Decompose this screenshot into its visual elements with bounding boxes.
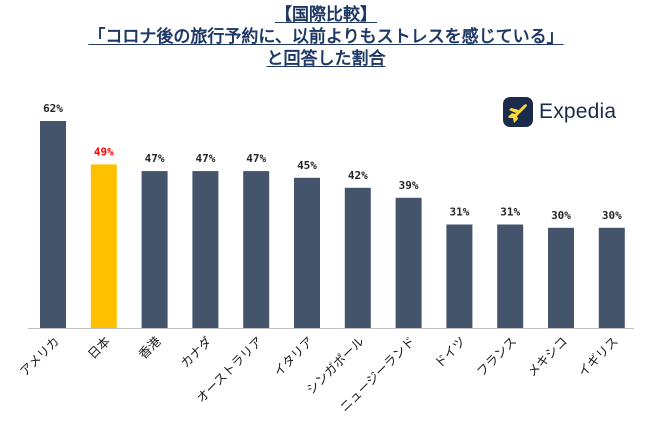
chart-title: 【国際比較】 「コロナ後の旅行予約に、以前よりもストレスを感じている」 と回答し… [0, 4, 652, 70]
x-tick-label-3: カナダ [177, 334, 214, 371]
data-label-11: 30% [602, 209, 622, 222]
title-line-1: 【国際比較】 [275, 5, 377, 25]
logo-wordmark: Expedia [539, 100, 617, 123]
title-line-2: 「コロナ後の旅行予約に、以前よりもストレスを感じている」 [88, 27, 564, 47]
bar-7 [395, 197, 422, 328]
title-line-3: と回答した割合 [266, 49, 386, 69]
bar-3 [192, 171, 219, 328]
data-label-4: 47% [246, 152, 266, 165]
data-label-2: 47% [145, 152, 165, 165]
data-label-8: 31% [449, 206, 469, 219]
data-label-0: 62% [43, 102, 63, 115]
bar-6 [344, 187, 371, 328]
bar-10 [548, 227, 574, 328]
bar-2 [141, 171, 168, 328]
expedia-logo: Expedia [503, 93, 648, 131]
x-tick-label-2: 香港 [135, 333, 164, 362]
bar-8 [446, 224, 473, 328]
bar-5 [294, 177, 320, 328]
x-tick-label-10: メキシコ [524, 334, 570, 380]
x-tick-label-8: ドイツ [431, 334, 468, 371]
bar-4 [243, 171, 270, 328]
x-tick-label-0: アメリカ [17, 334, 63, 380]
x-tick-label-9: フランス [474, 334, 520, 380]
bar-0 [40, 121, 66, 328]
data-label-3: 47% [195, 152, 215, 165]
data-label-9: 31% [500, 206, 520, 219]
bar-9 [497, 224, 524, 328]
x-tick-label-5: イタリア [271, 334, 317, 380]
data-label-6: 42% [348, 169, 368, 182]
data-label-7: 39% [399, 179, 419, 192]
data-label-1: 49% [94, 145, 114, 158]
data-label-5: 45% [297, 159, 317, 172]
bar-1 [90, 164, 117, 328]
x-tick-label-11: イギリス [575, 334, 621, 380]
data-label-10: 30% [551, 209, 571, 222]
plane-logo-icon [503, 97, 533, 127]
bar-11 [598, 227, 625, 328]
x-tick-label-1: 日本 [85, 333, 114, 362]
